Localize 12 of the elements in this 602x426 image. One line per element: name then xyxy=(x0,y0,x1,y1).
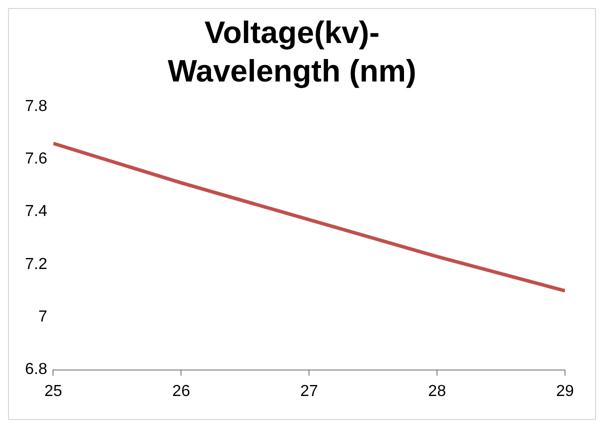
y-tick-label: 7.8 xyxy=(24,98,48,115)
chart-title: Voltage(kv)- Wavelength (nm) xyxy=(168,14,416,89)
y-tick-label: 6.8 xyxy=(24,361,48,378)
x-tick-label: 28 xyxy=(428,382,446,400)
y-tick-label: 7.2 xyxy=(24,256,48,273)
y-tick-label: 7.4 xyxy=(24,203,48,220)
x-tick-label: 29 xyxy=(556,382,574,400)
x-tick-label: 26 xyxy=(172,382,190,400)
y-tick-label: 7 xyxy=(38,308,48,326)
x-tick-label: 25 xyxy=(44,382,62,400)
y-tick-label: 7.6 xyxy=(24,150,48,168)
x-tick-label: 27 xyxy=(300,382,318,400)
